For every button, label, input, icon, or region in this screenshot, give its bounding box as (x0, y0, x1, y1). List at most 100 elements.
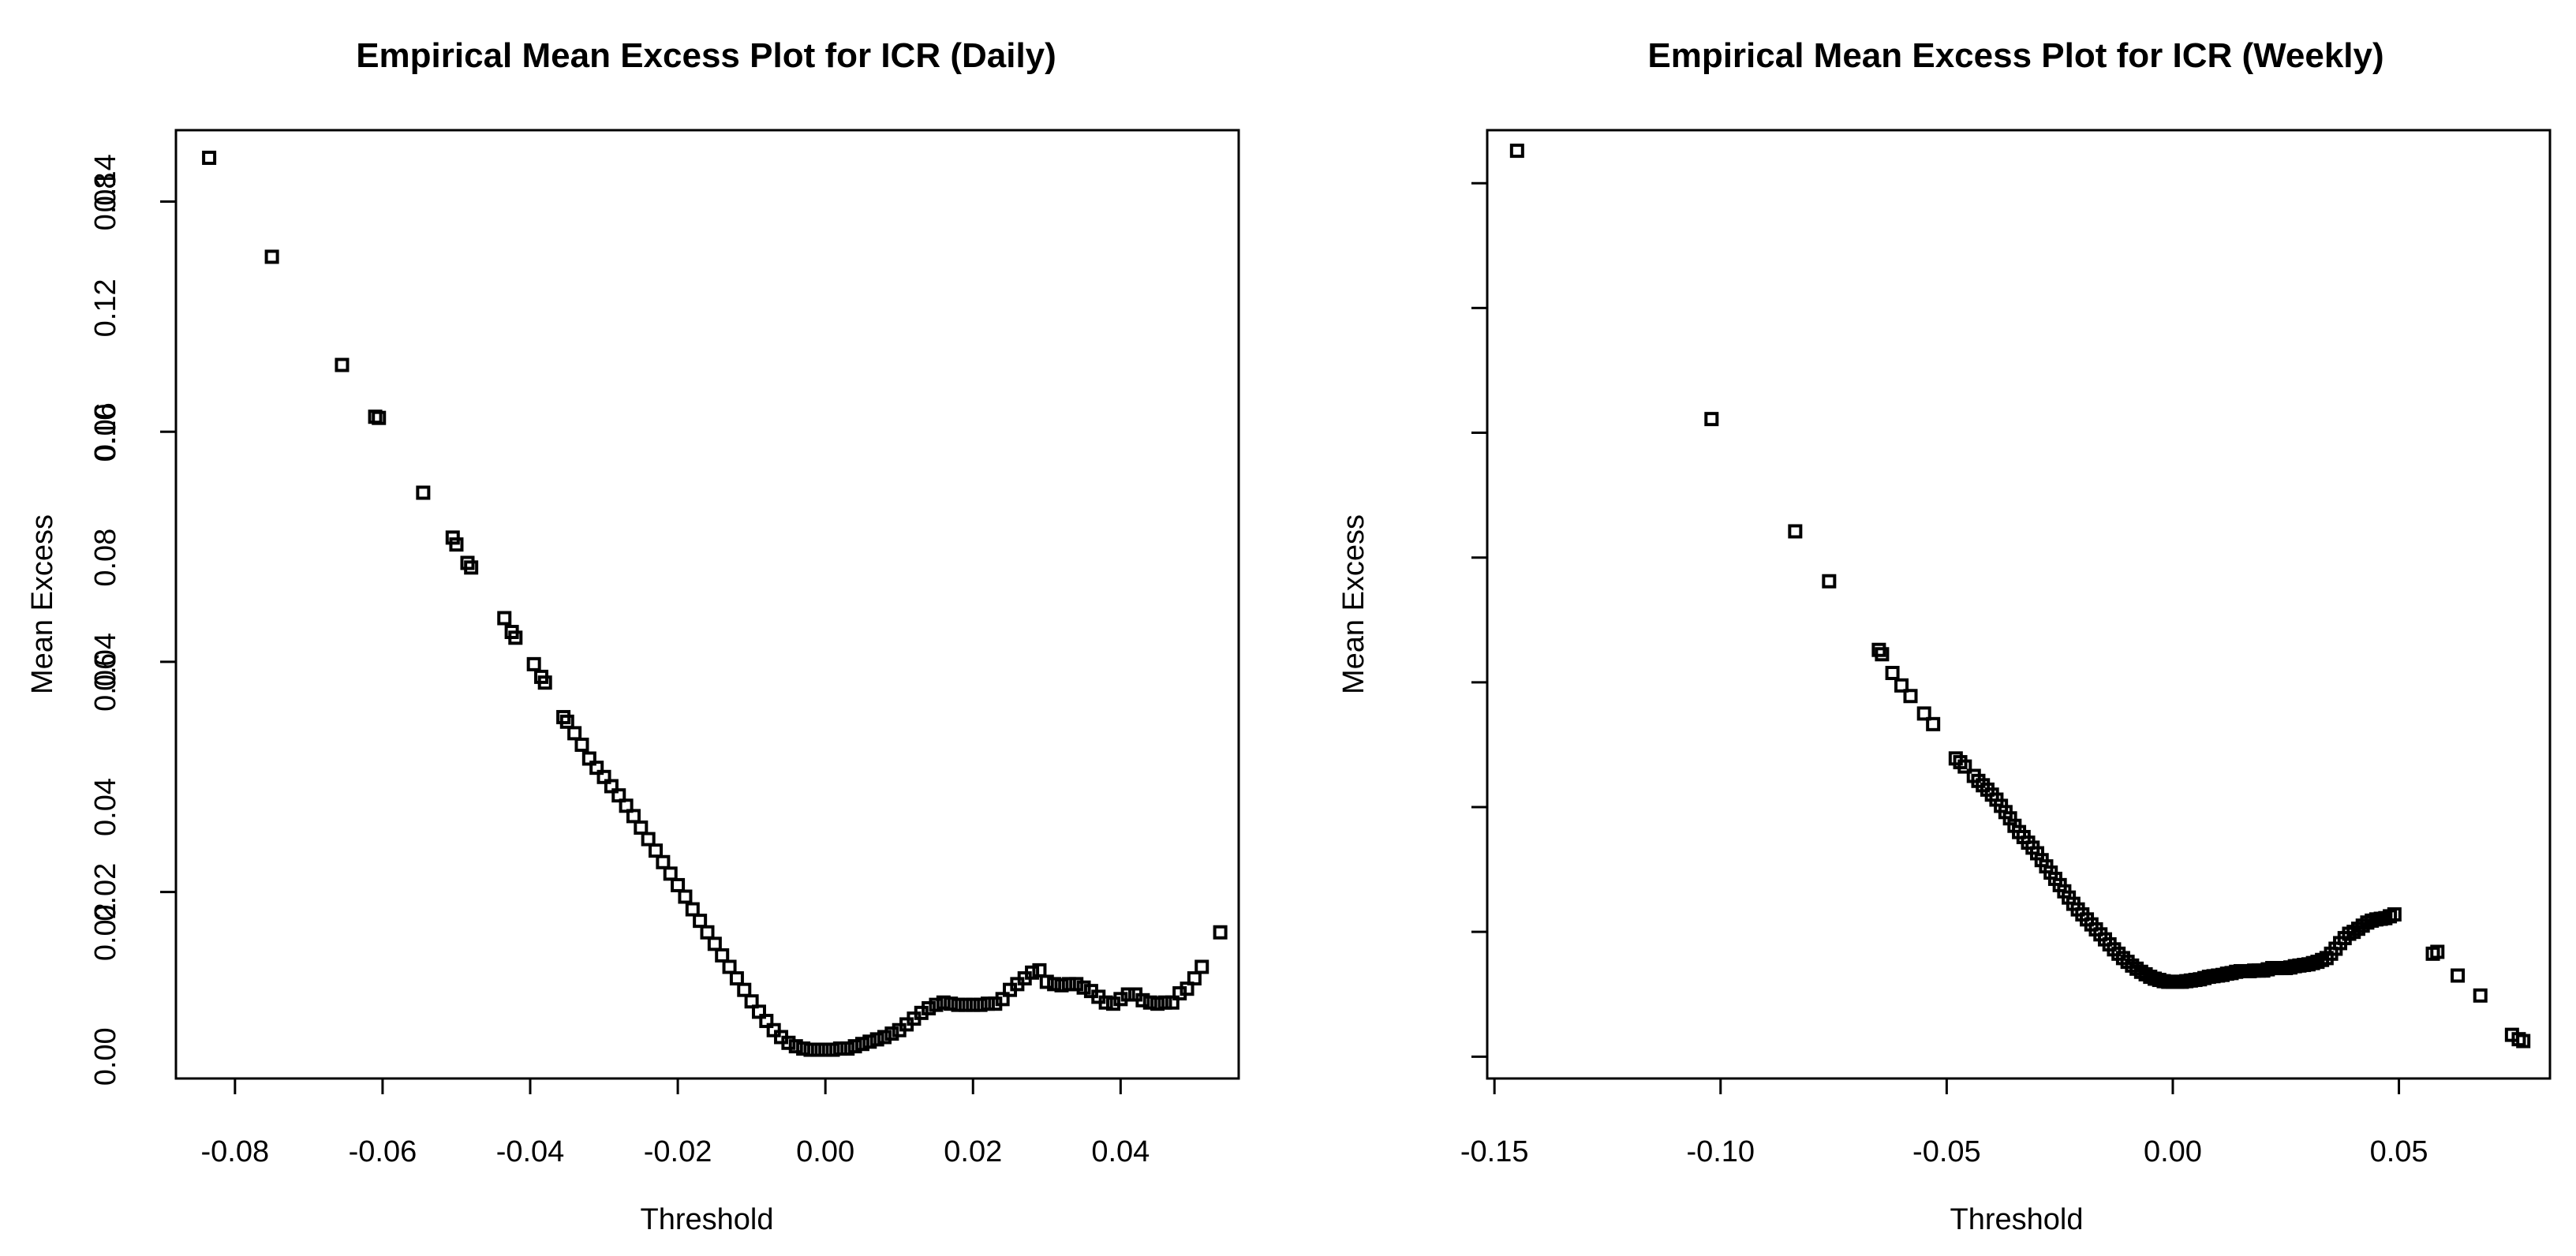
data-point (759, 1014, 774, 1029)
y-tick-label: 0.02 (89, 863, 122, 921)
data-point (2451, 968, 2466, 983)
y-axis-label: Mean Excess (1337, 514, 1370, 694)
data-point (641, 832, 656, 847)
x-tick-label: -0.10 (1686, 1135, 1755, 1168)
daily-mean-excess-panel: Empirical Mean Excess Plot for ICR (Dail… (26, 36, 1240, 1236)
data-point (1025, 965, 1040, 980)
data-point (1788, 524, 1803, 539)
data-point (671, 877, 686, 892)
y-tick-label: 0.12 (89, 278, 122, 337)
data-point (1039, 974, 1054, 989)
data-point (1509, 144, 1524, 159)
data-point (589, 761, 604, 776)
y-tick-label: 0.08 (89, 172, 122, 230)
data-point (744, 994, 759, 1009)
data-point (1903, 689, 1918, 704)
chart-title: Empirical Mean Excess Plot for ICR (Dail… (356, 36, 1056, 75)
y-tick-label: 0.06 (89, 653, 122, 712)
data-point (1098, 995, 1113, 1010)
x-tick-label: -0.06 (349, 1135, 417, 1168)
y-axis: 0.000.020.040.060.080.100.120.14 (89, 154, 1489, 1086)
data-point (508, 630, 523, 645)
y-tick-label: 0.14 (89, 154, 122, 212)
data-point (862, 1034, 877, 1049)
data-point (700, 925, 715, 940)
data-point (619, 798, 634, 813)
data-point (715, 948, 730, 963)
y-axis-label: Mean Excess (26, 514, 59, 694)
data-point (922, 1001, 937, 1016)
x-tick-label: -0.08 (201, 1135, 270, 1168)
data-point (840, 1041, 855, 1056)
data-point (537, 675, 552, 690)
x-tick-label: -0.02 (644, 1135, 712, 1168)
data-point (372, 410, 387, 425)
data-point (678, 889, 693, 904)
data-point (335, 357, 350, 372)
data-point (818, 1042, 833, 1057)
weekly-mean-excess-panel: Empirical Mean Excess Plot for ICR (Week… (89, 36, 2552, 1236)
y-axis: 0.020.040.060.08 (89, 172, 178, 921)
data-point (2473, 988, 2488, 1003)
data-point (995, 992, 1010, 1007)
data-point (810, 1042, 825, 1057)
x-tick-label: 0.05 (2370, 1135, 2428, 1168)
data-point (2430, 944, 2445, 959)
chart-title: Empirical Mean Excess Plot for ICR (Week… (1647, 36, 2383, 75)
x-axis: -0.08 -0.06 -0.04 -0.02 0.00 0.02 0.04 (201, 1077, 1150, 1168)
data-point (847, 1039, 862, 1054)
scatter-points (202, 151, 1228, 1057)
data-point (581, 751, 596, 766)
data-point (1885, 665, 1900, 680)
data-point (1061, 977, 1076, 992)
data-point (1180, 981, 1195, 996)
data-point (929, 997, 944, 1012)
data-point (1142, 995, 1157, 1010)
x-tick-label: 0.02 (944, 1135, 1002, 1168)
data-point (788, 1039, 803, 1054)
data-point (1875, 647, 1890, 662)
data-point (737, 982, 752, 997)
data-point (1165, 995, 1180, 1010)
x-axis-label: Threshold (641, 1203, 774, 1236)
data-point (1916, 706, 1931, 721)
data-point (751, 1004, 766, 1019)
x-axis: -0.15 -0.10 -0.05 0.00 0.05 (1460, 1077, 2428, 1168)
x-tick-label: -0.04 (496, 1135, 565, 1168)
data-point (1704, 412, 1719, 427)
scatter-points (1509, 144, 2531, 1049)
data-point (264, 249, 279, 264)
data-point (729, 971, 744, 986)
data-point (1047, 977, 1062, 992)
data-point (656, 854, 671, 869)
data-point (1032, 963, 1047, 978)
data-point (634, 820, 649, 835)
data-point (2387, 907, 2402, 922)
data-point (559, 714, 574, 729)
data-point (449, 537, 464, 552)
data-point (707, 936, 722, 951)
data-point (936, 995, 951, 1010)
x-tick-label: 0.00 (796, 1135, 854, 1168)
data-point (1076, 980, 1091, 995)
data-point (693, 914, 708, 929)
data-point (1957, 759, 1972, 774)
data-point (663, 866, 678, 881)
data-point (944, 996, 959, 1011)
data-point (1054, 978, 1069, 992)
data-point (1120, 987, 1135, 1002)
data-point (1213, 925, 1228, 940)
data-point (1894, 678, 1909, 693)
data-point (869, 1032, 884, 1047)
data-point (1195, 959, 1209, 974)
data-point (202, 151, 217, 166)
data-point (951, 997, 966, 1012)
data-point (596, 769, 611, 784)
data-point (574, 737, 589, 752)
data-point (854, 1037, 869, 1052)
data-point (980, 996, 995, 1011)
data-point (1157, 995, 1172, 1010)
plot-frame (174, 129, 1240, 1080)
data-point (1926, 716, 1941, 731)
